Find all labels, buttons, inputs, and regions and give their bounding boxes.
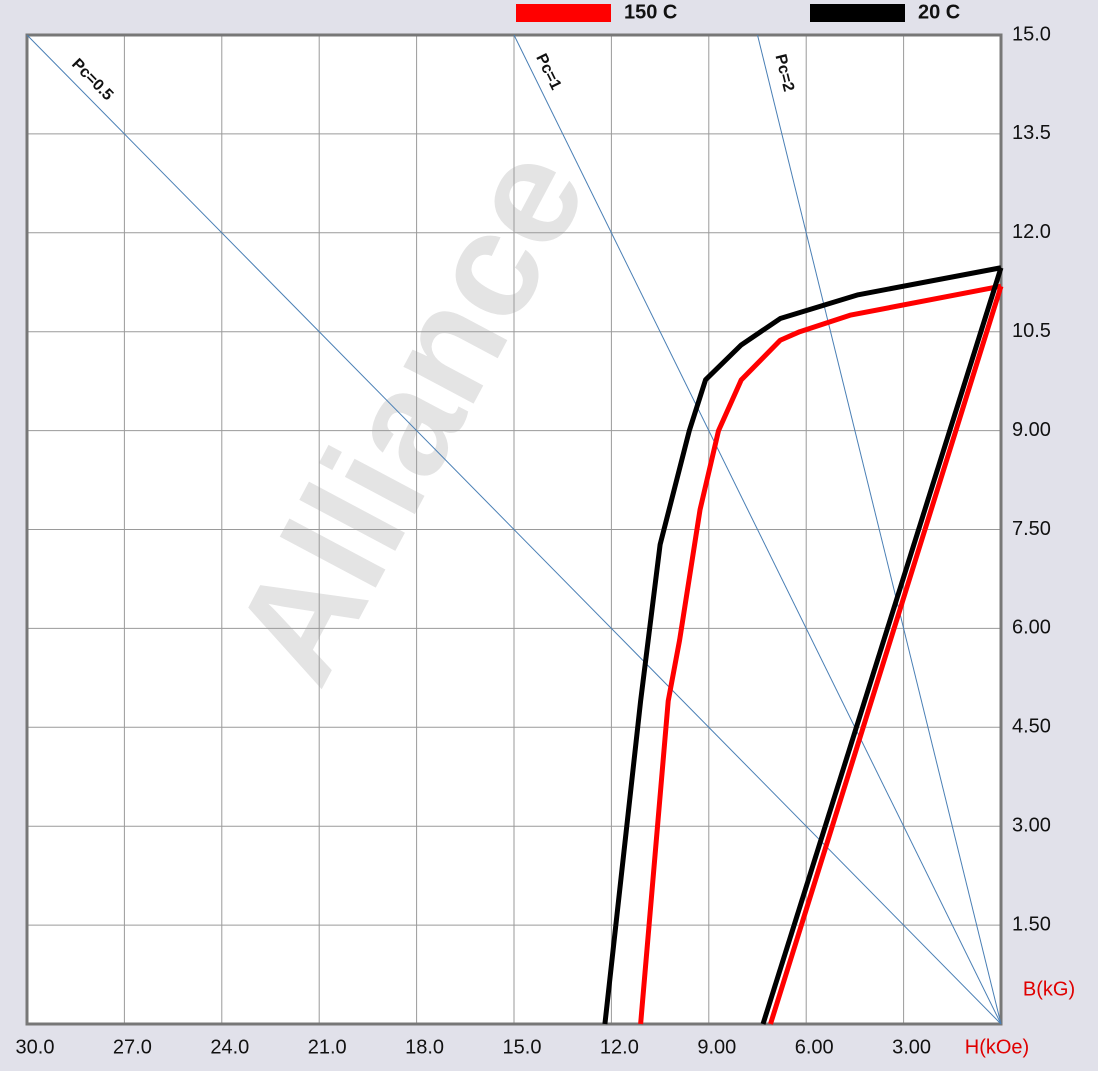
- y-tick-label: 12.0: [1012, 221, 1051, 243]
- x-tick-label: 27.0: [113, 1036, 152, 1058]
- x-tick-label: 12.0: [600, 1036, 639, 1058]
- x-tick-label: 9.00: [697, 1036, 736, 1058]
- y-tick-label: 3.00: [1012, 814, 1051, 836]
- y-axis-label: B(kG): [1023, 978, 1075, 1000]
- curve: [768, 285, 1004, 1025]
- y-tick-label: 10.5: [1012, 320, 1051, 342]
- y-tick-label: 1.50: [1012, 913, 1051, 935]
- curve: [760, 266, 1004, 1025]
- y-tick-label: 4.50: [1012, 716, 1051, 738]
- x-tick-label: 15.0: [503, 1036, 542, 1058]
- x-tick-label: 21.0: [308, 1036, 347, 1058]
- load-line: [513, 34, 1002, 1025]
- x-tick-label: 6.00: [795, 1036, 834, 1058]
- x-tick-label: 18.0: [405, 1036, 444, 1058]
- y-tick-label: 13.5: [1012, 122, 1051, 144]
- load-line: [757, 34, 1002, 1025]
- y-tick-label: 7.50: [1012, 518, 1051, 540]
- legend-label: 20 C: [918, 1, 960, 23]
- x-axis-label: H(kOe): [965, 1036, 1029, 1058]
- y-tick-label: 15.0: [1012, 23, 1051, 45]
- y-tick-label: 6.00: [1012, 617, 1051, 639]
- curve: [638, 283, 1002, 1025]
- load-line: [26, 34, 1002, 1025]
- legend-swatch: [810, 4, 905, 22]
- x-tick-label: 30.0: [16, 1036, 55, 1058]
- x-tick-label: 24.0: [210, 1036, 249, 1058]
- legend-swatch: [516, 4, 611, 22]
- legend-label: 150 C: [624, 1, 677, 23]
- curve: [602, 265, 1002, 1025]
- y-tick-label: 9.00: [1012, 419, 1051, 441]
- x-tick-label: 3.00: [892, 1036, 931, 1058]
